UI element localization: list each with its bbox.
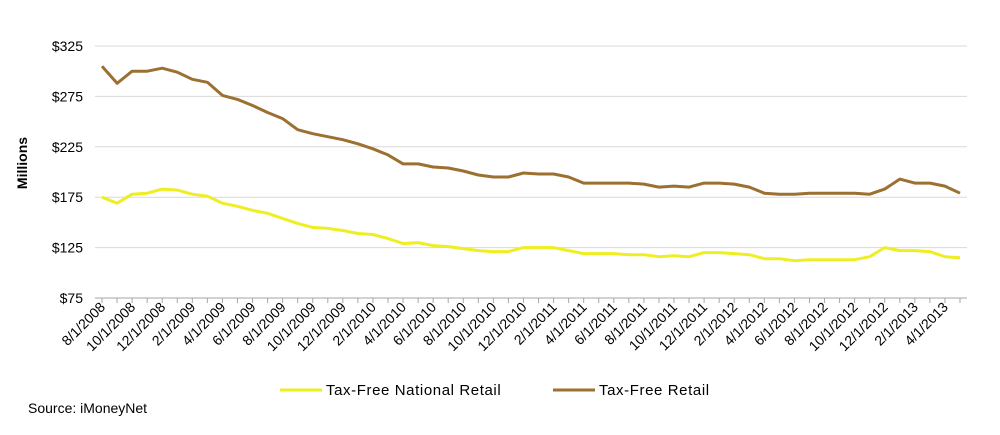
series-lines — [100, 65, 961, 263]
y-tick-label: $125 — [52, 240, 83, 256]
source-note: Source: iMoneyNet — [28, 400, 148, 416]
axes — [95, 297, 967, 303]
y-tick-label: $175 — [52, 189, 83, 205]
gridlines — [95, 45, 967, 249]
series-line-0 — [101, 187, 961, 263]
y-tick-label: $275 — [52, 88, 83, 104]
legend-label: Tax-Free Retail — [599, 382, 710, 399]
y-tick-label: $225 — [52, 139, 83, 155]
legend: Tax-Free National Retail Tax-Free Retail — [280, 382, 710, 399]
series-line-1 — [100, 65, 961, 196]
y-tick-label: $75 — [60, 290, 84, 306]
y-tick-labels: $75 $125 $175 $225 $275 $325 — [52, 38, 83, 306]
y-axis-label: Millions — [14, 137, 30, 189]
legend-label: Tax-Free National Retail — [326, 382, 501, 399]
x-tick-labels: 8/1/200810/1/200812/1/20082/1/20094/1/20… — [58, 299, 951, 355]
y-tick-label: $325 — [52, 38, 83, 54]
